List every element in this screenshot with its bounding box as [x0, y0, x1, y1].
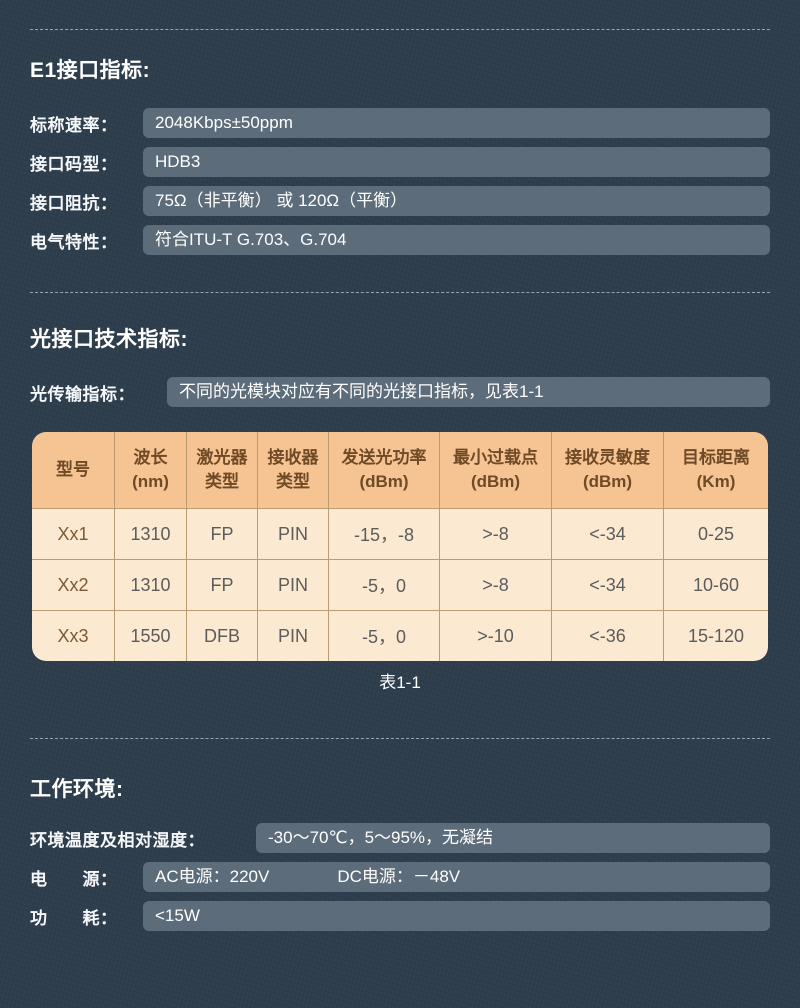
table-cell: <-34 — [551, 508, 663, 559]
table-cell: >-8 — [439, 559, 551, 610]
spec-row-power-consumption: 功 耗： <15W — [30, 901, 770, 931]
spec-label-temperature-humidity: 环境温度及相对湿度： — [30, 830, 205, 850]
spec-label-optical-transmission: 光传输指标： — [30, 384, 135, 404]
table-cell: -5，0 — [328, 559, 439, 610]
table-cell: PIN — [257, 610, 328, 661]
table-cell: -15，-8 — [328, 508, 439, 559]
table-header-tx-power: 发送光功率 (dBm) — [328, 432, 439, 508]
spec-sheet-page: E1接口指标: 标称速率： 2048Kbps±50ppm 接口码型： HDB3 … — [0, 29, 800, 1008]
optical-spec-rows: 光传输指标： 不同的光模块对应有不同的光接口指标，见表1-1 — [30, 377, 770, 407]
spec-value-temperature-humidity: -30～70℃，5～95%，无凝结 — [256, 823, 770, 853]
table-cell: <-36 — [551, 610, 663, 661]
table-cell: Xx3 — [32, 610, 114, 661]
environment-spec-rows: 环境温度及相对湿度： -30～70℃，5～95%，无凝结 电 源： AC电源：2… — [30, 823, 770, 931]
spec-row-temperature-humidity: 环境温度及相对湿度： -30～70℃，5～95%，无凝结 — [30, 823, 770, 853]
spec-value-optical-transmission: 不同的光模块对应有不同的光接口指标，见表1-1 — [167, 377, 770, 407]
table-cell: >-8 — [439, 508, 551, 559]
table-cell: 10-60 — [663, 559, 768, 610]
top-divider — [30, 29, 770, 30]
section-divider — [30, 738, 770, 739]
table-cell: Xx2 — [32, 559, 114, 610]
table-cell: Xx1 — [32, 508, 114, 559]
table-header-min-overload: 最小过载点 (dBm) — [439, 432, 551, 508]
spec-value-power-supply: AC电源：220V DC电源：－48V — [143, 862, 770, 892]
table-header-laser-type: 激光器 类型 — [186, 432, 257, 508]
table-cell: PIN — [257, 559, 328, 610]
spec-value-linecode: HDB3 — [143, 147, 770, 177]
section-title-e1: E1接口指标: — [30, 59, 151, 82]
section-divider — [30, 292, 770, 293]
table-cell: 1310 — [114, 559, 186, 610]
spec-row-electrical: 电气特性： 符合ITU-T G.703、G.704 — [30, 225, 770, 255]
e1-spec-rows: 标称速率： 2048Kbps±50ppm 接口码型： HDB3 接口阻抗： 75… — [30, 108, 770, 255]
table-cell: <-34 — [551, 559, 663, 610]
table-cell: DFB — [186, 610, 257, 661]
table-header-target-distance: 目标距离 (Km) — [663, 432, 768, 508]
spec-row-impedance: 接口阻抗： 75Ω（非平衡） 或 120Ω（平衡） — [30, 186, 770, 216]
table-caption: 表1-1 — [379, 673, 421, 692]
spec-label-linecode: 接口码型： — [30, 154, 118, 174]
spec-value-rate: 2048Kbps±50ppm — [143, 108, 770, 138]
table-cell: >-10 — [439, 610, 551, 661]
spec-value-electrical: 符合ITU-T G.703、G.704 — [143, 225, 770, 255]
spec-value-impedance: 75Ω（非平衡） 或 120Ω（平衡） — [143, 186, 770, 216]
table-header-receiver-type: 接收器 类型 — [257, 432, 328, 508]
table-header-model: 型号 — [32, 432, 114, 508]
table-cell: FP — [186, 508, 257, 559]
spec-label-power-consumption: 功 耗： — [30, 908, 118, 928]
table-cell: 0-25 — [663, 508, 768, 559]
spec-label-rate: 标称速率： — [30, 115, 118, 135]
spec-row-linecode: 接口码型： HDB3 — [30, 147, 770, 177]
section-title-environment: 工作环境: — [30, 778, 124, 801]
spec-row-rate: 标称速率： 2048Kbps±50ppm — [30, 108, 770, 138]
section-title-optical: 光接口技术指标: — [30, 328, 188, 351]
table-header-wavelength: 波长 (nm) — [114, 432, 186, 508]
spec-label-impedance: 接口阻抗： — [30, 193, 118, 213]
table-cell: PIN — [257, 508, 328, 559]
table-cell: 15-120 — [663, 610, 768, 661]
spec-row-optical-transmission: 光传输指标： 不同的光模块对应有不同的光接口指标，见表1-1 — [30, 377, 770, 407]
table-header-rx-sensitivity: 接收灵敏度 (dBm) — [551, 432, 663, 508]
table-cell: 1550 — [114, 610, 186, 661]
spec-label-electrical: 电气特性： — [30, 232, 118, 252]
table-cell: 1310 — [114, 508, 186, 559]
spec-value-power-consumption: <15W — [143, 901, 770, 931]
table-cell: -5，0 — [328, 610, 439, 661]
optical-module-table: 型号 波长 (nm) 激光器 类型 接收器 类型 发送光功率 (dBm) 最小过… — [32, 432, 768, 661]
spec-label-power-supply: 电 源： — [30, 869, 118, 889]
table-cell: FP — [186, 559, 257, 610]
spec-row-power-supply: 电 源： AC电源：220V DC电源：－48V — [30, 862, 770, 892]
